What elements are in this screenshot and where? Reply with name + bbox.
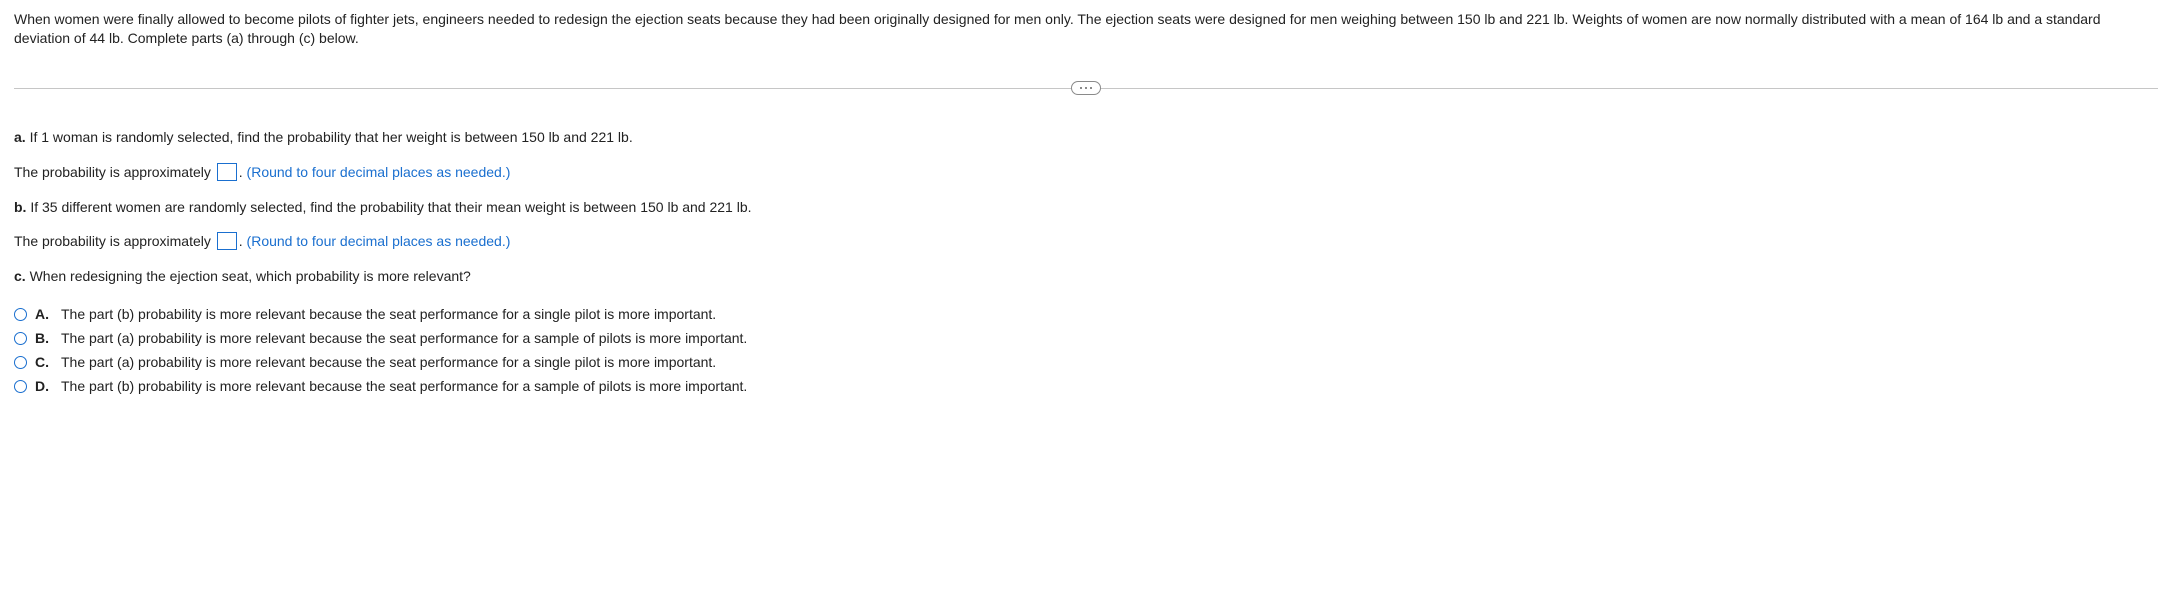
radio-icon[interactable]	[14, 308, 27, 321]
option-b-row[interactable]: B. The part (a) probability is more rele…	[14, 326, 2158, 350]
option-d-row[interactable]: D. The part (b) probability is more rele…	[14, 374, 2158, 398]
part-a-prompt: a. If 1 woman is randomly selected, find…	[14, 128, 2158, 147]
radio-icon[interactable]	[14, 380, 27, 393]
option-b-key: B.	[35, 330, 53, 346]
part-b-answer-lead: The probability is approximately	[14, 233, 215, 249]
part-c-text: When redesigning the ejection seat, whic…	[30, 268, 471, 284]
option-d-key: D.	[35, 378, 53, 394]
part-a-text: If 1 woman is randomly selected, find th…	[30, 129, 633, 145]
radio-icon[interactable]	[14, 356, 27, 369]
option-c-key: C.	[35, 354, 53, 370]
option-a-row[interactable]: A. The part (b) probability is more rele…	[14, 302, 2158, 326]
option-d-text: The part (b) probability is more relevan…	[61, 378, 747, 394]
part-b-prompt: b. If 35 different women are randomly se…	[14, 198, 2158, 217]
part-b-answer-trail: .	[239, 233, 247, 249]
question-container: When women were finally allowed to becom…	[0, 0, 2172, 418]
option-b-text: The part (a) probability is more relevan…	[61, 330, 747, 346]
part-c-prompt: c. When redesigning the ejection seat, w…	[14, 267, 2158, 286]
part-a-answer-line: The probability is approximately . (Roun…	[14, 163, 2158, 182]
part-a-answer-trail: .	[239, 164, 247, 180]
part-a-label: a.	[14, 129, 26, 145]
part-a-hint: (Round to four decimal places as needed.…	[247, 164, 511, 180]
part-b-label: b.	[14, 199, 26, 215]
part-a-answer-lead: The probability is approximately	[14, 164, 215, 180]
ellipsis-icon	[1080, 87, 1092, 89]
part-b-answer-input[interactable]	[217, 232, 237, 250]
option-c-text: The part (a) probability is more relevan…	[61, 354, 716, 370]
options-group: A. The part (b) probability is more rele…	[14, 302, 2158, 398]
part-a-answer-input[interactable]	[217, 163, 237, 181]
section-divider	[14, 78, 2158, 98]
part-c-label: c.	[14, 268, 26, 284]
part-b-text: If 35 different women are randomly selec…	[30, 199, 751, 215]
part-b-hint: (Round to four decimal places as needed.…	[247, 233, 511, 249]
radio-icon[interactable]	[14, 332, 27, 345]
problem-statement: When women were finally allowed to becom…	[14, 10, 2158, 48]
option-c-row[interactable]: C. The part (a) probability is more rele…	[14, 350, 2158, 374]
expand-pill[interactable]	[1071, 81, 1101, 95]
part-b-answer-line: The probability is approximately . (Roun…	[14, 232, 2158, 251]
option-a-key: A.	[35, 306, 53, 322]
option-a-text: The part (b) probability is more relevan…	[61, 306, 716, 322]
